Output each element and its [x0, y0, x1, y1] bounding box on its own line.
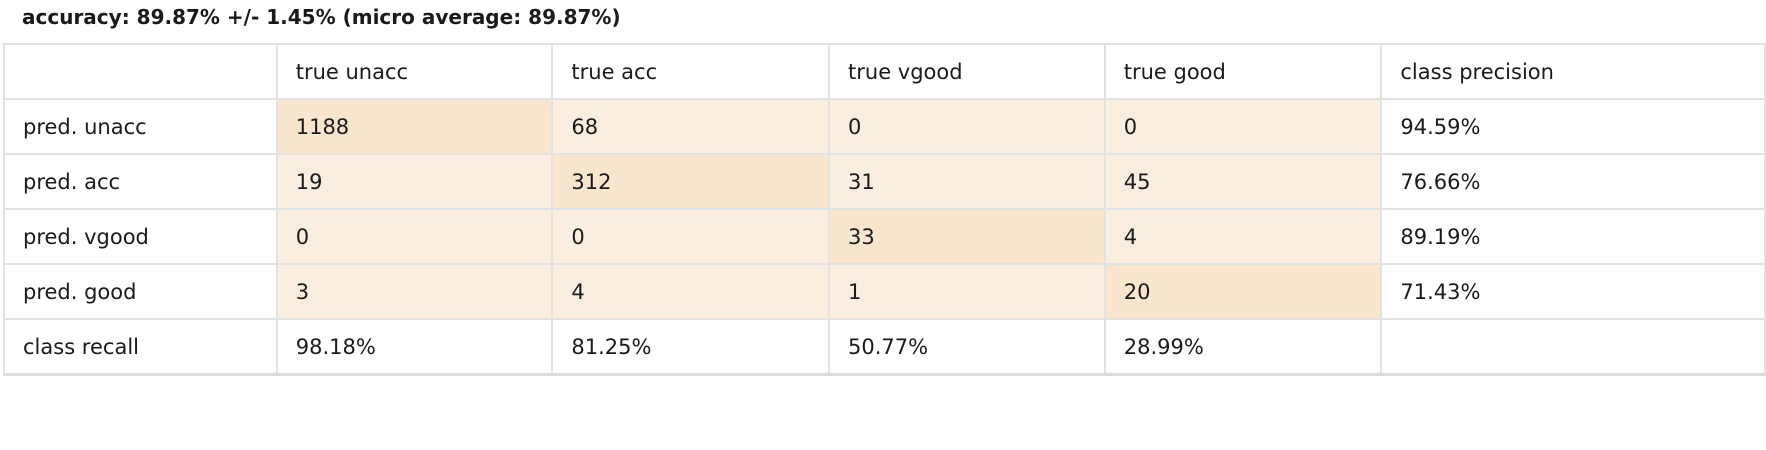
table-row-pred-acc: pred. acc 19 312 31 45 76.66% — [3, 153, 1766, 210]
matrix-cell: 45 — [1103, 153, 1383, 210]
confusion-matrix-table: true unacc true acc true vgood true good… — [3, 43, 1766, 376]
column-header-true-good: true good — [1103, 43, 1383, 100]
column-header-true-acc: true acc — [551, 43, 831, 100]
matrix-cell: 0 — [828, 98, 1106, 155]
matrix-cell: 0 — [551, 208, 831, 265]
matrix-cell: 31 — [828, 153, 1106, 210]
row-label: pred. vgood — [3, 208, 278, 265]
precision-cell: 94.59% — [1380, 98, 1766, 155]
matrix-cell: 33 — [828, 208, 1106, 265]
header-row: true unacc true acc true vgood true good… — [3, 43, 1766, 100]
matrix-cell: 20 — [1103, 263, 1383, 320]
matrix-cell: 312 — [551, 153, 831, 210]
table-row-pred-good: pred. good 3 4 1 20 71.43% — [3, 263, 1766, 320]
row-label: pred. good — [3, 263, 278, 320]
matrix-cell: 1 — [828, 263, 1106, 320]
matrix-cell: 3 — [275, 263, 554, 320]
recall-cell: 50.77% — [828, 318, 1106, 376]
column-header-true-unacc: true unacc — [275, 43, 554, 100]
precision-cell: 89.19% — [1380, 208, 1766, 265]
matrix-cell: 4 — [551, 263, 831, 320]
column-header-class-precision: class precision — [1380, 43, 1766, 100]
matrix-cell: 1188 — [275, 98, 554, 155]
matrix-cell: 68 — [551, 98, 831, 155]
recall-cell: 81.25% — [551, 318, 831, 376]
row-label: pred. unacc — [3, 98, 278, 155]
recall-cell: 98.18% — [275, 318, 554, 376]
corner-cell — [3, 43, 278, 100]
matrix-cell: 19 — [275, 153, 554, 210]
row-label: pred. acc — [3, 153, 278, 210]
empty-cell — [1380, 318, 1766, 376]
accuracy-title: accuracy: 89.87% +/- 1.45% (micro averag… — [22, 5, 621, 29]
recall-cell: 28.99% — [1103, 318, 1383, 376]
matrix-cell: 4 — [1103, 208, 1383, 265]
matrix-cell: 0 — [1103, 98, 1383, 155]
precision-cell: 71.43% — [1380, 263, 1766, 320]
column-header-true-vgood: true vgood — [828, 43, 1106, 100]
row-label: class recall — [3, 318, 278, 376]
table-row-pred-unacc: pred. unacc 1188 68 0 0 94.59% — [3, 98, 1766, 155]
precision-cell: 76.66% — [1380, 153, 1766, 210]
table-row-class-recall: class recall 98.18% 81.25% 50.77% 28.99% — [3, 318, 1766, 376]
table-row-pred-vgood: pred. vgood 0 0 33 4 89.19% — [3, 208, 1766, 265]
matrix-cell: 0 — [275, 208, 554, 265]
